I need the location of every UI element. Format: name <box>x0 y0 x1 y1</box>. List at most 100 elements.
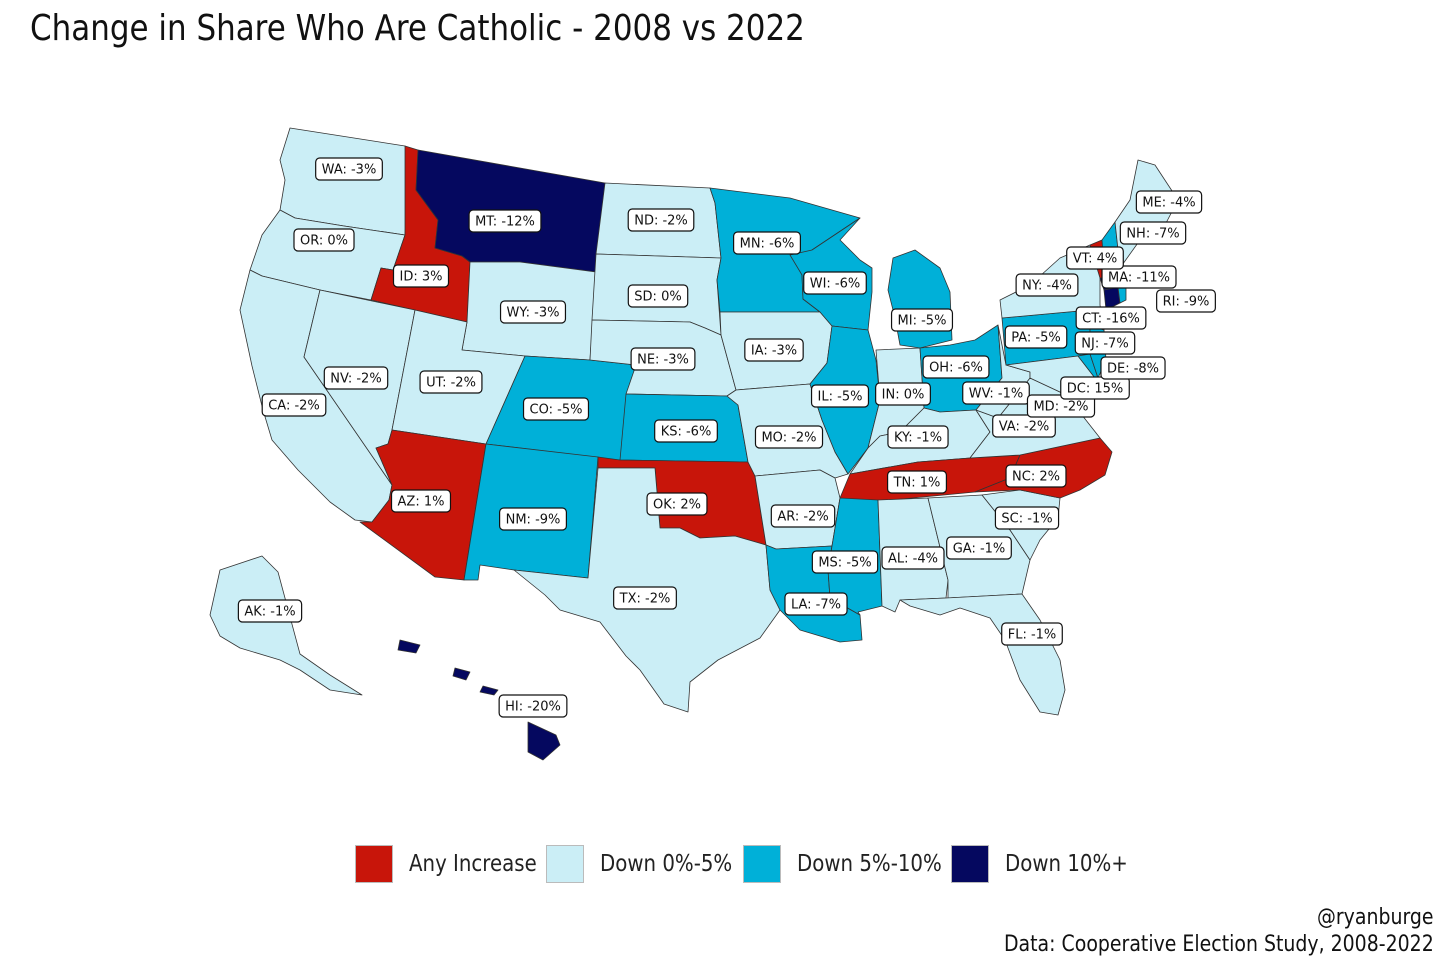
state-label-text: KS: -6% <box>661 425 712 440</box>
state-label-box <box>654 419 718 443</box>
state-label-il: IL: -5% <box>810 384 870 408</box>
state-label-box <box>1075 306 1147 330</box>
state-label-ri: RI: -9% <box>1156 289 1216 313</box>
state-labels: WA: -3% OR: 0% CA: -2% ID: 3% NV: -2% MT: -12… <box>237 157 1216 718</box>
state-label-box <box>392 264 450 288</box>
state-label-box <box>1101 265 1177 289</box>
state-label-box <box>1001 622 1063 646</box>
state-label-text: KY: -1% <box>894 431 942 446</box>
state-label-id: ID: 3% <box>392 264 450 288</box>
state-label-text: NM: -9% <box>506 513 561 528</box>
state-label-mi: MI: -5% <box>890 308 954 332</box>
state-label-box <box>630 347 696 371</box>
state-label-text: ND: -2% <box>634 214 688 229</box>
state-label-text: LA: -7% <box>791 598 841 613</box>
state-label-box <box>261 393 327 417</box>
state-label-box <box>627 208 695 232</box>
state-label-me: ME: -4% <box>1135 190 1203 214</box>
state-label-wa: WA: -3% <box>315 157 383 181</box>
state-label-text: WY: -3% <box>507 306 560 321</box>
state-label-box <box>237 599 303 623</box>
legend-swatch <box>743 845 781 883</box>
state-label-box <box>468 209 542 233</box>
state-label-text: OK: 2% <box>653 498 701 513</box>
state-label-text: DE: -8% <box>1107 362 1159 377</box>
state-label-text: MT: -12% <box>475 215 535 230</box>
legend-label: Down 5%-10% <box>797 851 942 877</box>
state-label-box <box>613 586 677 610</box>
legend-label: Any Increase <box>409 851 537 877</box>
state-label-ak: AK: -1% <box>237 599 303 623</box>
state-label-box <box>962 381 1030 405</box>
state-label-text: NJ: -7% <box>1081 337 1128 352</box>
state-label-box <box>887 425 949 449</box>
state-label-ks: KS: -6% <box>654 419 718 443</box>
state-label-pa: PA: -5% <box>1004 325 1068 349</box>
state-label-text: CA: -2% <box>268 399 320 414</box>
state-label-text: NV: -2% <box>330 372 381 387</box>
state-label-oh: OH: -6% <box>922 355 990 379</box>
state-label-text: VT: 4% <box>1073 252 1118 267</box>
state-label-la: LA: -7% <box>784 592 848 616</box>
state-label-text: VA: -2% <box>999 420 1050 435</box>
state-label-box <box>992 414 1056 438</box>
state-label-text: CO: -5% <box>530 403 583 418</box>
state-label-nd: ND: -2% <box>627 208 695 232</box>
state-label-fl: FL: -1% <box>1001 622 1063 646</box>
state-label-nm: NM: -9% <box>499 507 567 531</box>
state-label-ok: OK: 2% <box>646 492 708 516</box>
state-hi <box>397 639 561 761</box>
state-label-wi: WI: -6% <box>803 271 867 295</box>
legend-swatch <box>951 845 989 883</box>
state-label-box <box>627 284 689 308</box>
state-label-sd: SD: 0% <box>627 284 689 308</box>
state-label-box <box>994 506 1060 530</box>
credit-handle: @ryanburge <box>1317 905 1434 930</box>
state-label-text: IL: -5% <box>818 390 863 405</box>
state-label-ny: NY: -4% <box>1015 273 1079 297</box>
state-label-box <box>890 308 954 332</box>
state-label-ma: MA: -11% <box>1101 265 1177 289</box>
state-label-ut: UT: -2% <box>419 370 483 394</box>
legend-swatch <box>355 845 393 883</box>
state-label-box <box>498 694 568 718</box>
state-label-md: MD: -2% <box>1026 394 1096 418</box>
state-label-text: SD: 0% <box>634 290 681 305</box>
state-label-text: SC: -1% <box>1001 512 1052 527</box>
credit-source: Data: Cooperative Election Study, 2008-2… <box>1004 932 1434 957</box>
state-fl <box>899 593 1066 716</box>
state-label-text: AR: -2% <box>777 510 828 525</box>
state-label-box <box>499 507 567 531</box>
state-label-text: CT: -16% <box>1082 312 1140 327</box>
state-label-ga: GA: -1% <box>946 536 1012 560</box>
state-label-box <box>1156 289 1216 313</box>
state-label-text: ID: 3% <box>400 270 443 285</box>
state-label-nc: NC: 2% <box>1005 464 1067 488</box>
state-label-box <box>875 382 931 406</box>
state-label-ms: MS: -5% <box>811 550 879 574</box>
state-label-text: NC: 2% <box>1012 470 1060 485</box>
state-label-box <box>1100 356 1166 380</box>
state-label-box <box>811 550 879 574</box>
state-label-al: AL: -4% <box>881 546 945 570</box>
state-label-box <box>522 397 590 421</box>
state-label-nh: NH: -7% <box>1119 221 1187 245</box>
state-label-wy: WY: -3% <box>499 300 567 324</box>
state-label-ne: NE: -3% <box>630 347 696 371</box>
state-label-text: OR: 0% <box>300 234 348 249</box>
state-label-box <box>881 546 945 570</box>
state-label-text: AK: -1% <box>244 605 295 620</box>
state-label-nj: NJ: -7% <box>1074 331 1136 355</box>
state-label-text: GA: -1% <box>953 542 1006 557</box>
state-label-de: DE: -8% <box>1100 356 1166 380</box>
state-label-box <box>1135 190 1203 214</box>
state-label-az: AZ: 1% <box>390 489 452 513</box>
state-label-text: MO: -2% <box>761 431 816 446</box>
state-label-text: MI: -5% <box>898 314 947 329</box>
state-label-text: IN: 0% <box>882 388 925 403</box>
state-label-text: UT: -2% <box>426 376 476 391</box>
state-label-hi: HI: -20% <box>498 694 568 718</box>
state-label-text: WI: -6% <box>810 277 861 292</box>
state-label-ca: CA: -2% <box>261 393 327 417</box>
state-label-text: WA: -3% <box>322 163 377 178</box>
